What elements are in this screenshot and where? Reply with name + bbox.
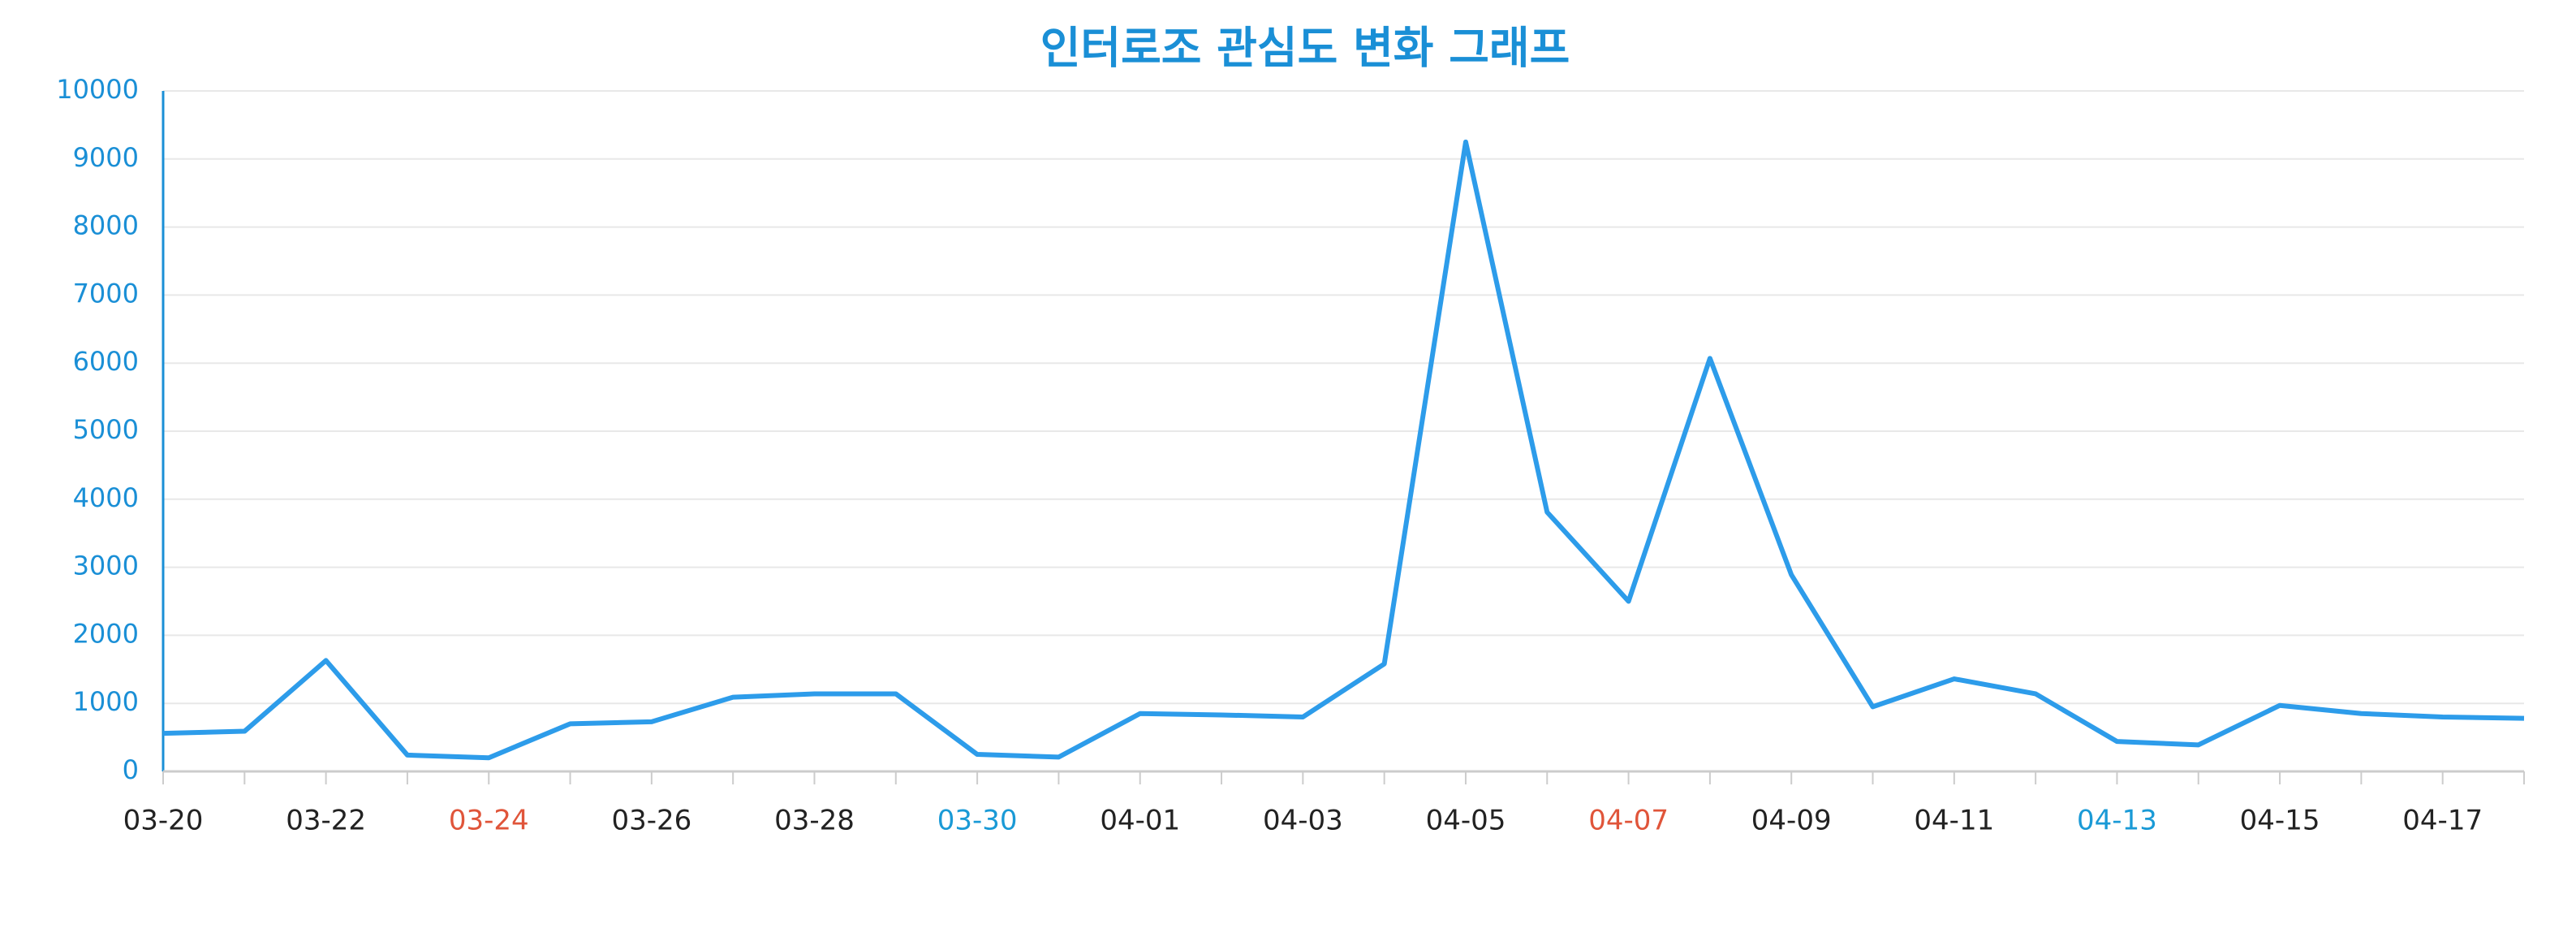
y-tick-label: 2000 bbox=[73, 618, 139, 649]
y-tick-label: 8000 bbox=[73, 210, 139, 241]
x-tick-label: 04-03 bbox=[1263, 805, 1343, 837]
x-tick-label: 03-20 bbox=[123, 805, 204, 837]
y-tick-label: 7000 bbox=[73, 278, 139, 309]
x-tick-label: 04-11 bbox=[1914, 805, 1994, 837]
y-tick-label: 1000 bbox=[73, 686, 139, 717]
y-tick-label: 3000 bbox=[73, 551, 139, 581]
y-tick-label: 10000 bbox=[56, 74, 139, 105]
x-tick-label: 04-09 bbox=[1751, 805, 1832, 837]
x-tick-label: 03-26 bbox=[611, 805, 691, 837]
x-tick-label: 03-28 bbox=[774, 805, 855, 837]
chart-title: 인터로조 관심도 변화 그래프 bbox=[1040, 23, 1570, 74]
y-tick-label: 5000 bbox=[73, 414, 139, 445]
x-tick-label: 03-22 bbox=[286, 805, 366, 837]
x-tick-label: 04-07 bbox=[1588, 805, 1669, 837]
x-tick-label: 04-13 bbox=[2077, 805, 2157, 837]
x-tick-label: 04-01 bbox=[1100, 805, 1180, 837]
x-tick-label: 03-24 bbox=[449, 805, 529, 837]
y-tick-label: 4000 bbox=[73, 482, 139, 513]
y-tick-label: 0 bbox=[123, 754, 139, 785]
x-tick-label: 04-17 bbox=[2402, 805, 2483, 837]
y-tick-label: 6000 bbox=[73, 346, 139, 377]
data-line bbox=[162, 139, 2525, 761]
x-tick-label: 04-05 bbox=[1426, 805, 1506, 837]
x-tick-label: 03-30 bbox=[937, 805, 1018, 837]
y-tick-label: 9000 bbox=[73, 142, 139, 173]
x-tick-label: 04-15 bbox=[2240, 805, 2320, 837]
